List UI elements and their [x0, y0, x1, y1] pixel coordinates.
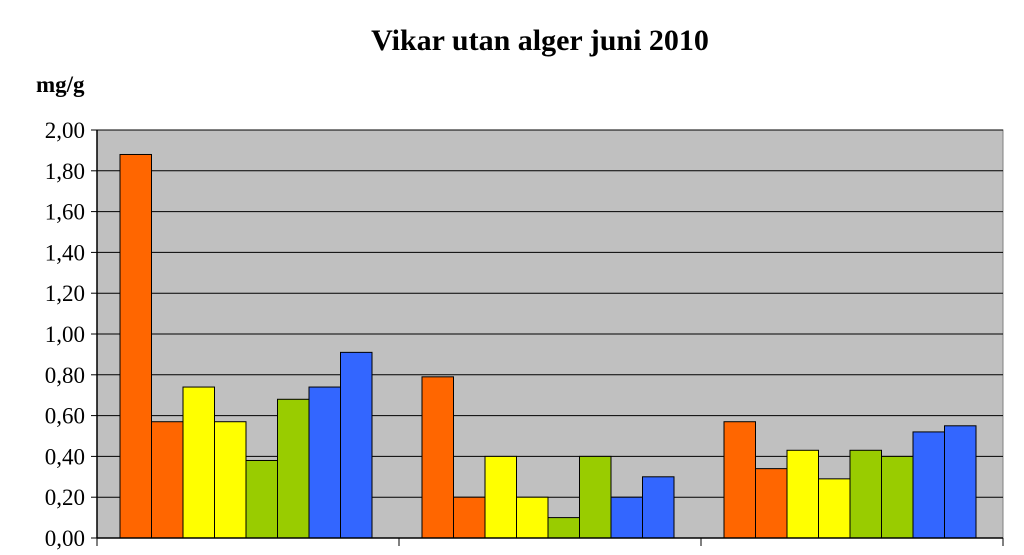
bar	[151, 421, 184, 539]
bar	[308, 386, 341, 539]
bar	[723, 421, 756, 539]
bar	[340, 351, 373, 539]
y-tick-label: 1,20	[45, 281, 85, 306]
y-tick-label: 1,00	[45, 322, 85, 347]
bar	[755, 468, 788, 539]
y-tick-label: 0,00	[45, 526, 85, 551]
y-tick-label: 1,80	[45, 159, 85, 184]
y-axis-unit-label: mg/g	[36, 72, 85, 97]
bar	[547, 517, 580, 539]
y-tick-label: 0,80	[45, 363, 85, 388]
bar	[516, 496, 549, 539]
bar	[881, 455, 914, 539]
bar	[849, 449, 882, 539]
y-tick-label: 0,40	[45, 444, 85, 469]
bar	[245, 459, 278, 539]
y-tick-label: 0,20	[45, 485, 85, 510]
bar	[944, 425, 977, 539]
bar	[642, 476, 675, 539]
bar	[484, 455, 517, 539]
bar	[119, 153, 152, 539]
bar	[182, 386, 215, 539]
bar	[786, 449, 819, 539]
bar	[912, 431, 945, 539]
bar	[453, 496, 486, 539]
bar	[610, 496, 643, 539]
axes	[91, 129, 1004, 546]
chart-title: Vikar utan alger juni 2010	[371, 24, 709, 57]
bar	[214, 421, 247, 539]
y-tick-label: 1,40	[45, 240, 85, 265]
y-tick-label: 1,60	[45, 200, 85, 225]
y-tick-label: 2,00	[45, 118, 85, 143]
y-tick-labels: 0,00 0,20 0,40 0,60 0,80 1,00 1,20 1,40 1,60 1,80…	[45, 118, 85, 551]
bar	[277, 398, 310, 539]
bar	[421, 376, 454, 539]
y-tick-label: 0,60	[45, 404, 85, 429]
bar	[818, 478, 851, 539]
bar	[579, 455, 612, 539]
